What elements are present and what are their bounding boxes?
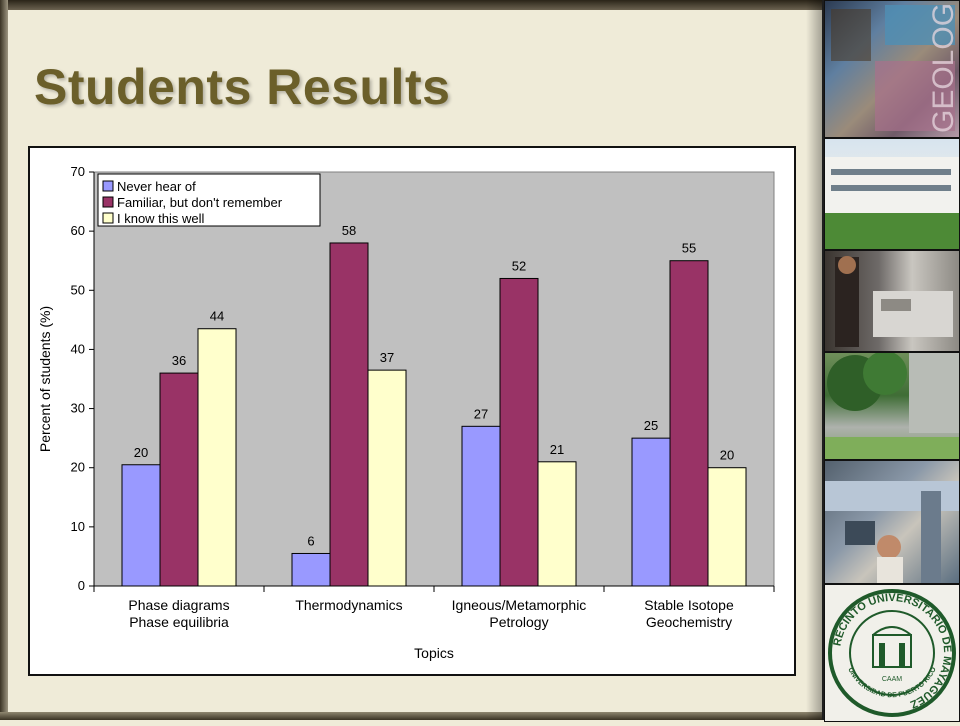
seal-center-text: CAAM (882, 676, 902, 683)
campus-trees-photo (824, 351, 960, 460)
frame-bottom-border (0, 712, 960, 720)
y-tick-label: 0 (78, 578, 85, 593)
bar (121, 464, 161, 587)
bar (291, 552, 331, 587)
x-tick-label: Stable Isotope (644, 597, 734, 613)
page-title: Students Results (34, 59, 451, 115)
data-label: 21 (550, 442, 564, 457)
bar (707, 467, 747, 587)
y-tick-label: 30 (71, 401, 85, 416)
data-label: 58 (342, 223, 356, 238)
logo-text: GEOLOGIA (927, 1, 959, 133)
bar (159, 372, 199, 587)
seal-icon: RECINTO UNIVERSITARIO DE MAYAGUEZ UNIVER… (828, 589, 956, 717)
legend-swatch (102, 196, 114, 208)
data-label: 20 (720, 448, 734, 463)
bar (461, 425, 501, 587)
bar (537, 461, 577, 587)
data-label: 20 (134, 445, 148, 460)
data-label: 52 (512, 258, 526, 273)
y-tick-label: 20 (71, 460, 85, 475)
data-label: 55 (682, 241, 696, 256)
legend-swatch (102, 180, 114, 192)
bar (499, 277, 539, 587)
data-label: 44 (210, 309, 224, 324)
bar (367, 369, 407, 587)
university-seal: RECINTO UNIVERSITARIO DE MAYAGUEZ UNIVER… (824, 584, 960, 722)
x-tick-label: Thermodynamics (295, 597, 402, 613)
data-label: 37 (380, 350, 394, 365)
legend-swatch (102, 212, 114, 224)
frame-shadow (806, 0, 824, 720)
bar (669, 260, 709, 587)
chart-container: 0 10 20 30 40 50 60 70 20 36 44 Phase diagrams Phase… (28, 146, 796, 676)
data-label: 36 (172, 353, 186, 368)
x-axis-title: Topics (414, 645, 454, 661)
campus-building-photo (824, 138, 960, 250)
computer-lab-photo (824, 460, 960, 584)
legend-entry: Never hear of (117, 179, 196, 194)
legend-entry: Familiar, but don't remember (117, 195, 283, 210)
x-tick-label: Geochemistry (646, 614, 732, 630)
x-tick-label: Igneous/Metamorphic (452, 597, 587, 613)
data-label: 27 (474, 406, 488, 421)
x-tick-label: Petrology (489, 614, 548, 630)
data-label: 6 (307, 533, 314, 548)
y-tick-label: 60 (71, 223, 85, 238)
y-tick-label: 10 (71, 519, 85, 534)
y-tick-label: 40 (71, 341, 85, 356)
y-tick-label: 50 (71, 282, 85, 297)
data-label: 25 (644, 418, 658, 433)
bar-chart: 0 10 20 30 40 50 60 70 20 36 44 Phase diagramsPhase… (37, 164, 775, 661)
sidebar-photo-strip: GEOLOGIA (822, 0, 960, 722)
frame-left-border (0, 0, 8, 720)
legend-entry: I know this well (117, 211, 205, 226)
x-tick-label: Phase equilibria (129, 614, 229, 630)
y-axis-title: Percent of students (%) (37, 306, 53, 452)
y-tick-label: 70 (71, 164, 85, 179)
legend-box (97, 173, 321, 227)
bar (631, 437, 671, 587)
lab-student-photo (824, 250, 960, 352)
frame-top-border (0, 0, 960, 10)
geology-collage-photo: GEOLOGIA (824, 0, 960, 138)
bar (329, 242, 369, 587)
bar (197, 328, 237, 587)
x-tick-label: Phase diagrams (128, 597, 229, 613)
